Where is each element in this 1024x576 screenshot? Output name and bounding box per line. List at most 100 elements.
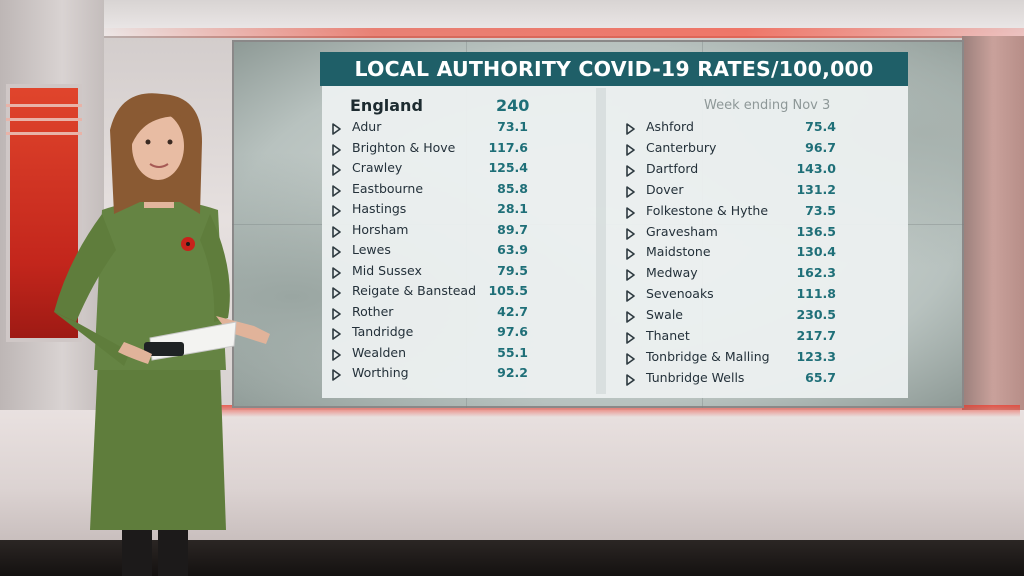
authority-row: Adur 73.1 bbox=[332, 117, 540, 137]
authority-name: Tunbridge Wells bbox=[646, 369, 745, 385]
triangle-right-icon bbox=[626, 287, 635, 302]
authority-row: Dover 131.2 bbox=[626, 180, 846, 200]
triangle-right-icon bbox=[332, 366, 341, 381]
presenter-tablet bbox=[144, 342, 184, 356]
authority-name: Dartford bbox=[646, 160, 699, 176]
authority-name: Hastings bbox=[352, 201, 407, 216]
red-light-strip-bottom bbox=[220, 405, 1020, 417]
triangle-right-icon bbox=[626, 183, 635, 198]
authority-row: Medway 162.3 bbox=[626, 263, 846, 283]
column-divider bbox=[596, 88, 606, 394]
authority-rate: 111.8 bbox=[796, 286, 836, 302]
presenter-forearm bbox=[54, 312, 130, 366]
triangle-right-icon bbox=[626, 204, 635, 219]
authority-name: Dover bbox=[646, 181, 684, 197]
authority-row: Swale 230.5 bbox=[626, 305, 846, 325]
authority-rate: 105.5 bbox=[488, 283, 528, 298]
authority-name: Rother bbox=[352, 303, 394, 319]
authority-rate: 96.7 bbox=[805, 139, 836, 155]
authority-rate: 73.1 bbox=[497, 119, 528, 134]
authority-name: Wealden bbox=[352, 344, 406, 360]
authority-rate: 28.1 bbox=[497, 201, 528, 216]
authority-name: Tandridge bbox=[352, 324, 414, 339]
authority-row: Mid Sussex 79.5 bbox=[332, 261, 540, 281]
authority-rate: 75.4 bbox=[805, 119, 836, 134]
triangle-right-icon bbox=[626, 266, 635, 282]
authority-rate: 125.4 bbox=[488, 160, 528, 175]
authority-row: Gravesham 136.5 bbox=[626, 222, 846, 242]
triangle-right-icon bbox=[332, 120, 341, 135]
authority-row: Reigate & Banstead 105.5 bbox=[332, 281, 540, 301]
authority-name: Canterbury bbox=[646, 139, 717, 155]
authority-name: Lewes bbox=[352, 242, 391, 257]
triangle-right-icon bbox=[626, 371, 635, 386]
authority-row: Dartford 143.0 bbox=[626, 159, 846, 179]
authority-name: Horsham bbox=[352, 221, 409, 237]
authority-row: Worthing 92.2 bbox=[332, 363, 540, 383]
authority-rate: 92.2 bbox=[497, 365, 528, 380]
triangle-right-icon bbox=[332, 346, 341, 361]
triangle-right-icon bbox=[626, 329, 635, 344]
england-row: England 240 bbox=[350, 96, 540, 118]
authority-rate: 117.6 bbox=[488, 139, 528, 155]
authority-rate: 89.7 bbox=[497, 221, 528, 237]
triangle-right-icon bbox=[332, 305, 341, 320]
right-wall-edge bbox=[962, 36, 1024, 416]
authority-row: Maidstone 130.4 bbox=[626, 242, 846, 262]
authority-name: Sevenoaks bbox=[646, 286, 714, 302]
authority-rate: 73.5 bbox=[805, 202, 836, 218]
authority-row: Tunbridge Wells 65.7 bbox=[626, 368, 846, 388]
triangle-right-icon bbox=[332, 141, 341, 156]
triangle-right-icon bbox=[332, 182, 341, 197]
presenter-hand bbox=[118, 342, 152, 364]
triangle-right-icon bbox=[332, 223, 341, 238]
authority-name: Swale bbox=[646, 307, 683, 323]
triangle-right-icon bbox=[332, 202, 341, 217]
authority-row: Wealden 55.1 bbox=[332, 343, 540, 363]
authority-row: Lewes 63.9 bbox=[332, 240, 540, 260]
authority-rate: 130.4 bbox=[796, 244, 836, 260]
authority-name: Reigate & Banstead bbox=[352, 283, 477, 298]
triangle-right-icon bbox=[626, 245, 635, 261]
authority-row: Canterbury 96.7 bbox=[626, 138, 846, 158]
presenter-arm bbox=[200, 214, 230, 322]
triangle-right-icon bbox=[626, 308, 635, 323]
triangle-right-icon bbox=[332, 284, 341, 299]
window-shelf bbox=[6, 118, 82, 121]
presenter-arm bbox=[54, 214, 116, 322]
authority-name: Mid Sussex bbox=[352, 262, 422, 278]
england-value: 240 bbox=[496, 96, 530, 115]
authority-row: Horsham 89.7 bbox=[332, 220, 540, 240]
authority-row: Folkestone & Hythe 73.5 bbox=[626, 201, 846, 221]
presenter-dress-skirt bbox=[90, 360, 226, 530]
authority-rate: 131.2 bbox=[796, 181, 836, 197]
authority-name: Tonbridge & Malling bbox=[646, 348, 770, 364]
authority-row: Ashford 75.4 bbox=[626, 117, 846, 137]
authority-row: Tandridge 97.6 bbox=[332, 322, 540, 342]
authority-rate: 97.6 bbox=[497, 324, 528, 339]
authority-rate: 79.5 bbox=[497, 262, 528, 278]
authority-name: Adur bbox=[352, 119, 382, 134]
authority-row: Thanet 217.7 bbox=[626, 326, 846, 346]
authority-row: Crawley 125.4 bbox=[332, 158, 540, 178]
triangle-right-icon bbox=[626, 350, 635, 365]
triangle-right-icon bbox=[332, 161, 341, 176]
window-shelf bbox=[6, 104, 82, 107]
graphic-title: LOCAL AUTHORITY COVID-19 RATES/100,000 bbox=[320, 52, 908, 86]
red-light-strip-top bbox=[96, 28, 1024, 38]
presenter-face bbox=[132, 112, 184, 180]
triangle-right-icon bbox=[626, 141, 635, 156]
authority-name: Eastbourne bbox=[352, 180, 424, 196]
authority-row: Rother 42.7 bbox=[332, 302, 540, 322]
triangle-right-icon bbox=[332, 264, 341, 279]
triangle-right-icon bbox=[626, 162, 635, 177]
england-label: England bbox=[350, 96, 423, 115]
authority-rate: 162.3 bbox=[796, 265, 836, 281]
authority-rate: 136.5 bbox=[796, 223, 836, 239]
authority-rate: 230.5 bbox=[796, 307, 836, 323]
authority-name: Brighton & Hove bbox=[352, 139, 456, 155]
authority-row: Hastings 28.1 bbox=[332, 199, 540, 219]
triangle-right-icon bbox=[626, 120, 635, 135]
authority-rate: 143.0 bbox=[796, 160, 836, 176]
authority-name: Folkestone & Hythe bbox=[646, 202, 769, 218]
